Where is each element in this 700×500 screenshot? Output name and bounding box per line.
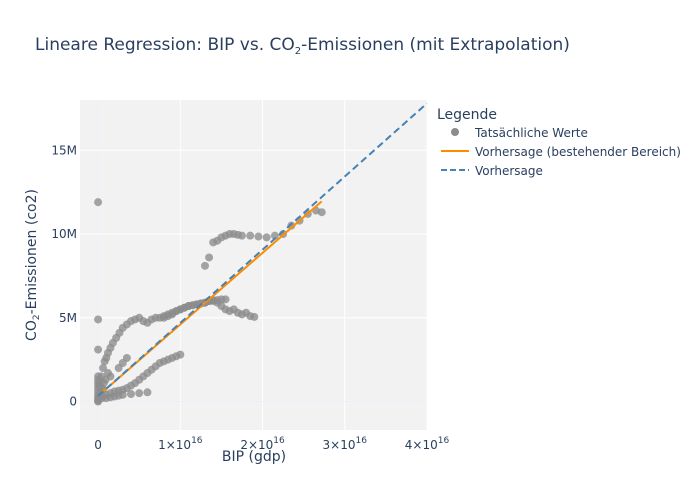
y-tick-label: 10M: [51, 227, 77, 241]
x-axis-ticks: 0 1×1016 2×1016 3×1016 4×1016: [94, 436, 449, 452]
data-point: [237, 231, 246, 240]
y-tick-label: 0: [69, 395, 77, 409]
data-point: [176, 350, 185, 359]
x-tick-label: 4×1016: [405, 436, 450, 452]
x-tick-label: 2×1016: [240, 436, 285, 452]
y-axis-ticks: 0 5M 10M 15M: [51, 143, 77, 408]
grid-lines: [80, 100, 428, 430]
legend-label-actual: Tatsächliche Werte: [474, 126, 588, 140]
y-tick-label: 5M: [59, 311, 77, 325]
chart-title: Lineare Regression: BIP vs. CO2-Emission…: [35, 35, 570, 57]
x-tick-label: 0: [94, 438, 102, 452]
y-axis-label: CO2-Emissionen (co2): [24, 189, 42, 341]
data-point: [262, 233, 271, 242]
data-point: [221, 295, 230, 304]
data-point: [99, 364, 108, 373]
data-point: [287, 221, 296, 230]
data-point: [254, 232, 263, 241]
legend-item-prediction-existing[interactable]: Vorhersage (bestehender Bereich): [441, 145, 681, 159]
extrapolation-line: [97, 102, 428, 397]
plot-area: [80, 100, 427, 430]
data-point: [94, 198, 103, 207]
data-point: [246, 231, 255, 240]
data-point: [200, 261, 209, 270]
legend: Legende Tatsächliche Werte Vorhersage (b…: [437, 107, 681, 178]
legend-label-prediction-existing: Vorhersage (bestehender Bereich): [475, 145, 681, 159]
data-point: [135, 389, 144, 398]
legend-item-prediction[interactable]: Vorhersage: [441, 164, 543, 178]
x-tick-label: 3×1016: [323, 436, 368, 452]
data-point: [126, 389, 135, 398]
data-point: [250, 312, 259, 321]
data-point: [122, 353, 131, 362]
data-point: [101, 375, 110, 384]
data-point: [103, 369, 112, 378]
legend-title: Legende: [437, 107, 497, 123]
x-axis-label: BIP (gdp): [222, 449, 286, 465]
legend-item-actual[interactable]: Tatsächliche Werte: [451, 126, 588, 140]
y-tick-label: 15M: [51, 143, 77, 157]
x-tick-label: 1×1016: [158, 436, 203, 452]
data-point: [99, 385, 108, 394]
data-point: [94, 315, 103, 324]
data-point: [118, 390, 127, 399]
legend-marker-dot: [451, 128, 459, 136]
data-point: [98, 394, 107, 403]
data-point: [94, 345, 103, 354]
regression-lines: [97, 102, 428, 397]
data-point: [270, 231, 279, 240]
data-point: [205, 253, 214, 262]
data-point: [317, 208, 326, 217]
data-point: [143, 388, 152, 397]
legend-label-prediction: Vorhersage: [475, 164, 543, 178]
